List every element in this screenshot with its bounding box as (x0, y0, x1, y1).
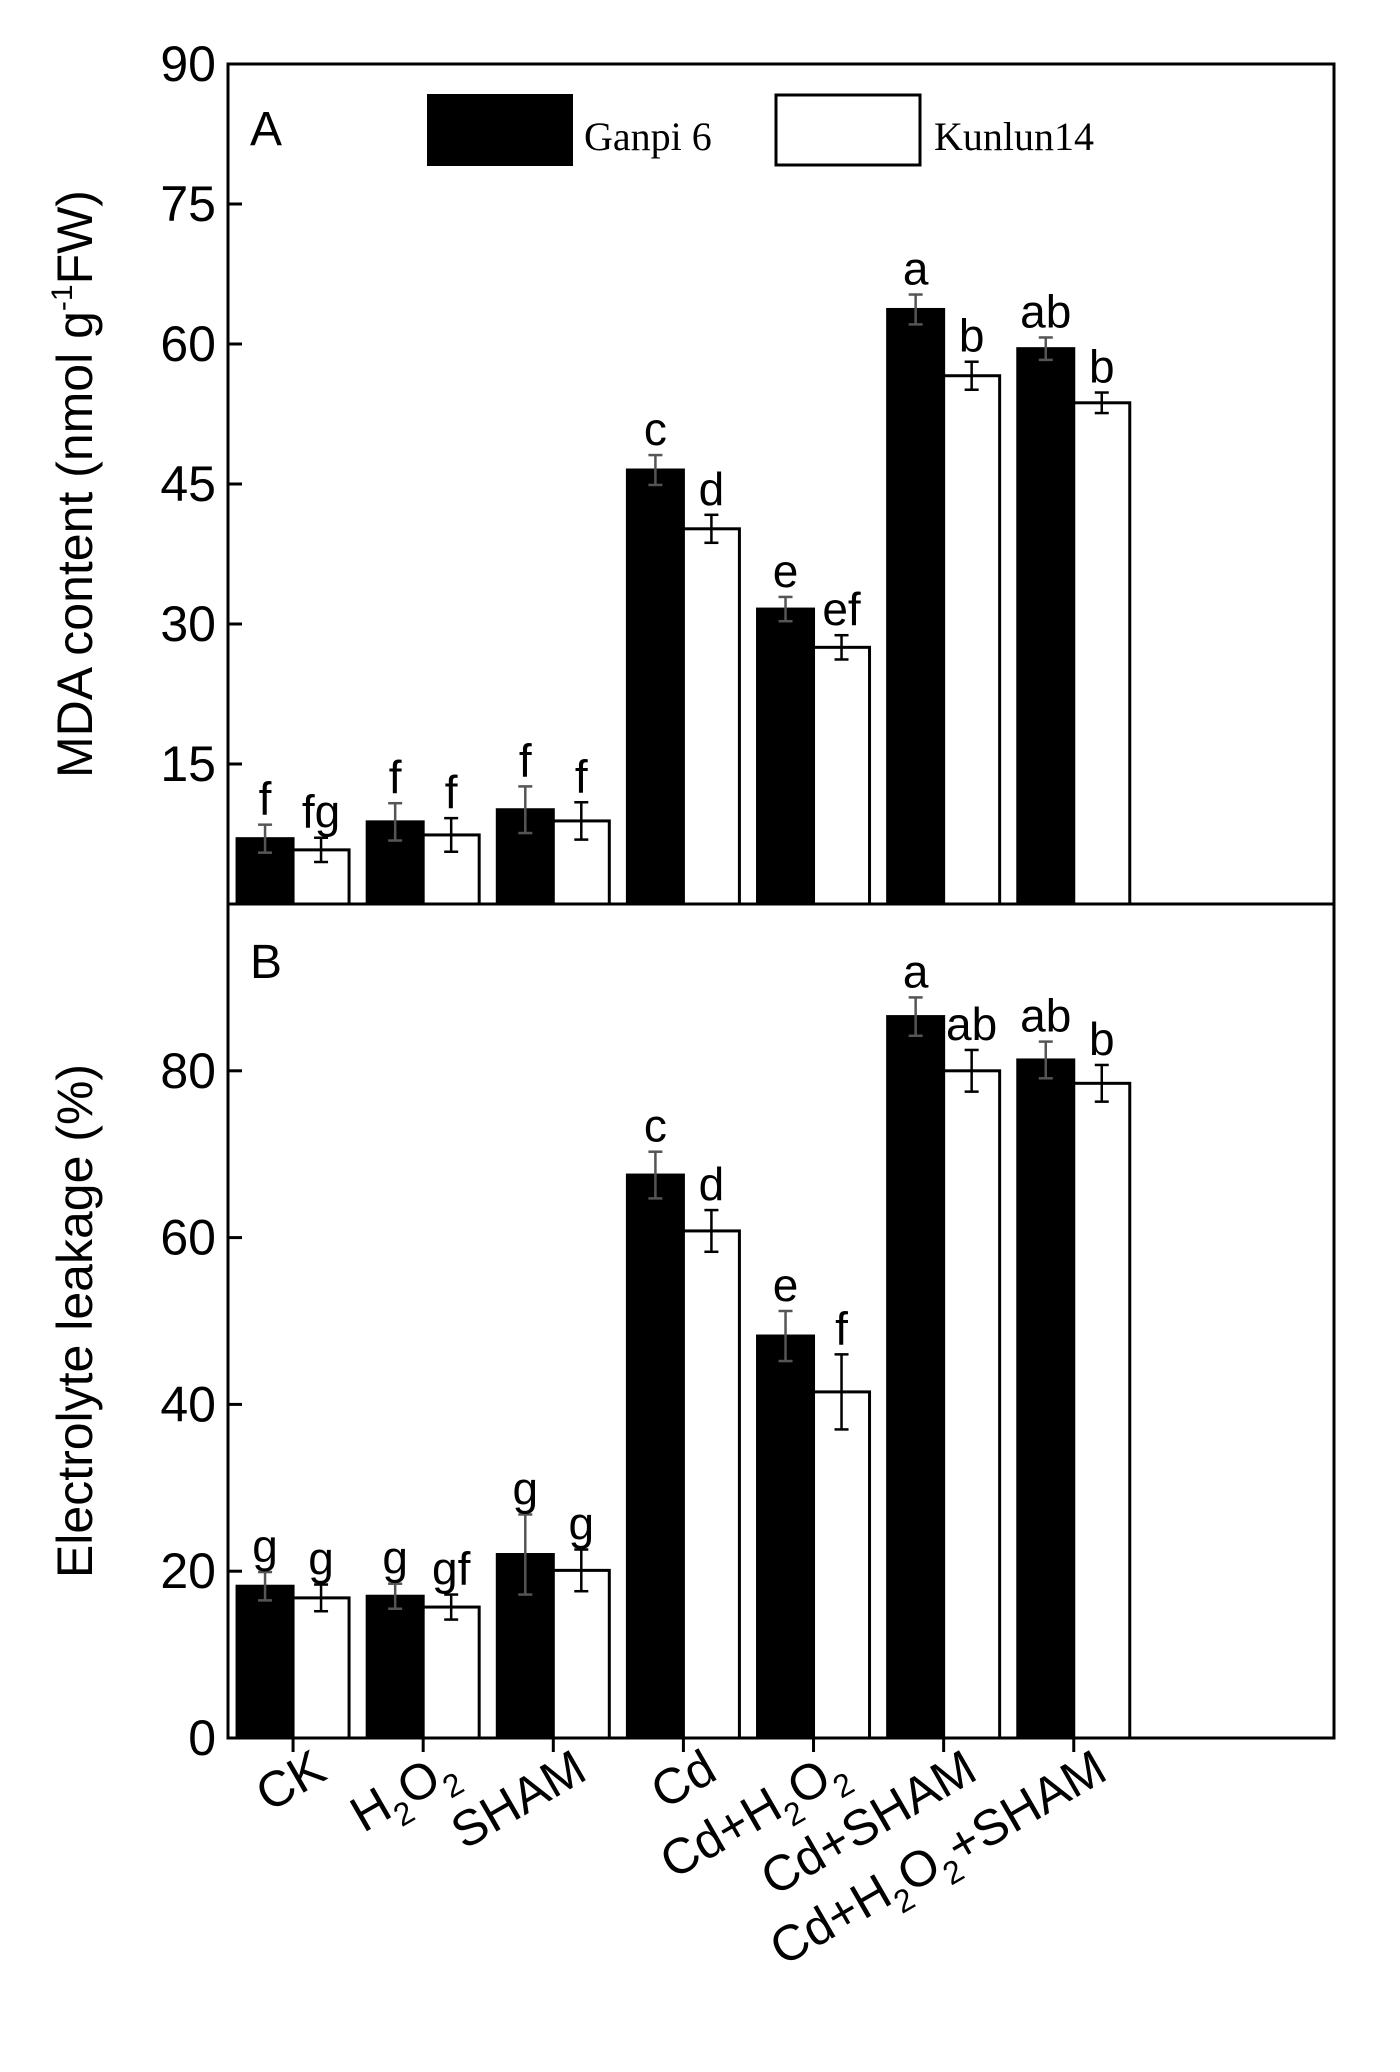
bar-b-ganpi6 (365, 1594, 425, 1740)
significance-letter: d (699, 1158, 725, 1210)
panel-a-ylabel-tail: FW) (47, 190, 103, 284)
significance-letter: c (644, 403, 667, 455)
panel-b-ytick-label: 40 (160, 1376, 216, 1432)
panel-a-ytick-label: 45 (160, 456, 216, 512)
significance-letter: f (389, 751, 402, 803)
legend-label-ganpi6: Ganpi 6 (584, 114, 712, 159)
significance-letter: ef (822, 583, 861, 635)
bar-b-ganpi6 (235, 1584, 295, 1740)
panel-a-ytick-label: 30 (160, 596, 216, 652)
legend-swatch-ganpi6 (427, 94, 573, 166)
significance-letter: b (1089, 1013, 1115, 1065)
bar-b-kunlun14 (942, 1069, 1002, 1740)
significance-letter: a (903, 945, 929, 997)
y-axes: 15 30 45 60 75 90 0 20 40 60 80 (160, 36, 242, 1766)
panel-b-ylabel: Electrolyte leakage (%) (47, 1064, 103, 1578)
significance-letter: e (773, 1259, 799, 1311)
panel-a-ytick-label: 15 (160, 736, 216, 792)
bar-a-kunlun14 (1072, 401, 1132, 906)
significance-letter: g (382, 1532, 408, 1584)
legend: Ganpi 6 Kunlun14 (427, 93, 1094, 167)
significance-letter: ab (1020, 990, 1071, 1042)
significance-letter: b (1089, 341, 1115, 393)
bar-b-kunlun14 (421, 1605, 481, 1740)
significance-letter: c (644, 1100, 667, 1152)
bar-b-ganpi6 (1016, 1058, 1076, 1740)
significance-letter: f (575, 750, 588, 802)
bar-b-ganpi6 (625, 1173, 685, 1740)
significance-letter: f (519, 734, 532, 786)
significance-letter: f (835, 1302, 848, 1354)
panel-b-label: B (250, 936, 282, 989)
significance-letter: f (259, 773, 272, 825)
bar-a-kunlun14 (681, 527, 741, 906)
bar-b-kunlun14 (551, 1568, 611, 1740)
bar-b-kunlun14 (812, 1390, 872, 1740)
panel-a-ytick-label: 60 (160, 316, 216, 372)
significance-letter: ab (1020, 285, 1071, 337)
significance-letter: gf (432, 1543, 471, 1595)
panel-b-ytick-label: 80 (160, 1043, 216, 1099)
bar-a-ganpi6 (625, 468, 685, 906)
panel-a-label: A (250, 103, 282, 156)
significance-letter: f (445, 766, 458, 818)
panel-a-ytick-label: 75 (160, 176, 216, 232)
bar-a-ganpi6 (1016, 347, 1076, 906)
bar-a-kunlun14 (942, 374, 1002, 906)
legend-label-kunlun14: Kunlun14 (934, 114, 1094, 159)
bar-a-ganpi6 (886, 307, 946, 906)
significance-letter: g (512, 1462, 538, 1514)
bar-b-kunlun14 (681, 1229, 741, 1740)
bar-a-kunlun14 (291, 848, 351, 906)
panel-b-ytick-label: 20 (160, 1543, 216, 1599)
panel-b-ytick-label: 60 (160, 1210, 216, 1266)
significance-letter: ab (946, 998, 997, 1050)
significance-letter: d (699, 463, 725, 515)
significance-letter: b (959, 310, 985, 362)
panel-a-ylabel: MDA content (nmol g-1FW) (46, 190, 103, 778)
bar-b-ganpi6 (886, 1015, 946, 1740)
significance-letter: g (568, 1498, 594, 1550)
bar-a-ganpi6 (756, 607, 816, 906)
bars (235, 307, 1132, 1740)
bar-a-kunlun14 (812, 645, 872, 906)
panel-a-ytick-label: 90 (160, 36, 216, 92)
panel-a-ylabel-sup: -1 (46, 284, 79, 311)
significance-letter: g (308, 1533, 334, 1585)
error-bars (258, 293, 1109, 1621)
significance-letter: fg (302, 786, 340, 838)
significance-letter: g (252, 1520, 278, 1572)
panel-a-ylabel-main: MDA content (nmol g (47, 311, 103, 778)
bar-b-kunlun14 (291, 1596, 351, 1740)
legend-swatch-kunlun14 (774, 93, 922, 167)
bar-b-kunlun14 (1072, 1081, 1132, 1740)
significance-letter: a (903, 243, 929, 295)
bar-b-ganpi6 (756, 1334, 816, 1740)
panel-b-ytick-label: 0 (188, 1710, 216, 1766)
significance-letter: e (773, 545, 799, 597)
